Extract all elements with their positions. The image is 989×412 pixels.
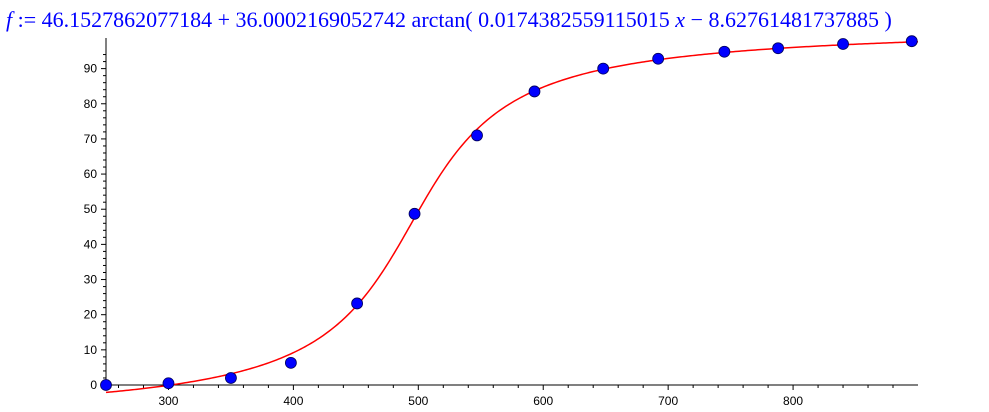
y-tick-label: 70 xyxy=(84,132,98,146)
y-tick-label: 20 xyxy=(84,308,98,322)
fit-equation: f := 46.1527862077184 + 36.0002169052742… xyxy=(6,2,986,38)
x-tick-label: 800 xyxy=(783,394,803,408)
y-tick-label: 50 xyxy=(84,202,98,216)
data-point xyxy=(772,42,784,55)
y-tick-label: 40 xyxy=(84,237,98,251)
data-point xyxy=(162,377,175,390)
data-point xyxy=(597,62,610,75)
y-tick-label: 80 xyxy=(84,97,98,111)
equation-tail: − 8.62761481737885 ) xyxy=(685,7,892,32)
data-point xyxy=(528,85,541,98)
data-point xyxy=(905,35,918,48)
y-tick-label: 90 xyxy=(84,62,98,76)
y-tick-label: 60 xyxy=(84,167,98,181)
x-tick-label: 500 xyxy=(408,394,428,408)
data-point xyxy=(351,297,363,310)
y-tick-label: 30 xyxy=(84,273,98,287)
x-tick-label: 400 xyxy=(283,394,303,408)
data-point xyxy=(652,52,665,65)
equation-variable: x xyxy=(675,7,686,32)
fit-curve xyxy=(105,41,919,394)
y-tick-label: 0 xyxy=(90,378,97,392)
data-point xyxy=(718,45,731,58)
equation-expression: := 46.1527862077184 + 36.0002169052742 a… xyxy=(12,7,676,32)
x-tick-label: 600 xyxy=(533,394,553,408)
y-tick-label: 10 xyxy=(84,343,98,357)
function-name: f xyxy=(6,7,13,32)
x-tick-label: 300 xyxy=(158,394,178,408)
data-point xyxy=(100,379,112,391)
data-point xyxy=(837,38,849,50)
x-tick-label: 700 xyxy=(658,394,678,408)
data-point xyxy=(471,129,483,142)
data-point xyxy=(284,356,297,369)
data-point xyxy=(408,207,421,220)
data-point xyxy=(225,372,237,384)
